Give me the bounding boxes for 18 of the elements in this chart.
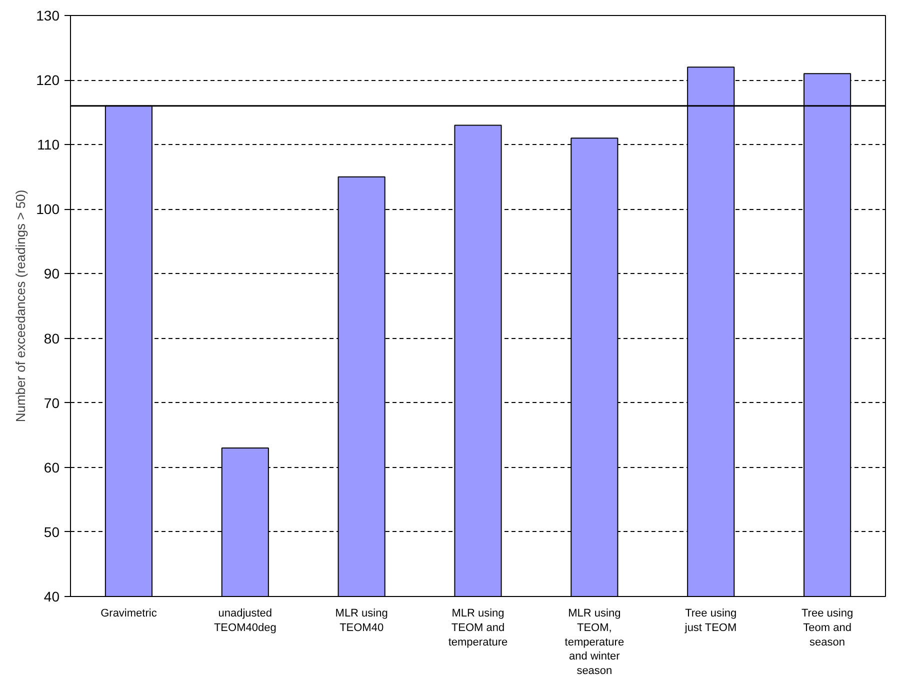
y-tick-label: 70 — [44, 394, 60, 411]
x-tick-label: MLR using TEOM and temperature — [448, 608, 508, 648]
x-tick-label: Tree using Teom and season — [802, 608, 854, 648]
y-tick-label: 130 — [36, 8, 60, 24]
y-tick-label: 50 — [44, 524, 60, 540]
y-axis-title: Number of exceedances (readings > 50) — [13, 190, 28, 422]
x-tick-label: unadjusted TEOM40deg — [214, 608, 276, 634]
y-tick-label: 60 — [44, 459, 60, 476]
y-tick-label: 110 — [37, 136, 60, 153]
y-tick-label: 100 — [36, 201, 60, 218]
y-tick-label: 90 — [44, 266, 60, 282]
y-tick-label: 80 — [44, 330, 60, 346]
x-tick-label: MLR using TEOM40 — [335, 608, 388, 634]
x-tick-label: MLR using TEOM, temperature and winter season — [564, 608, 624, 678]
x-tick-label: Gravimetric — [100, 608, 158, 620]
y-tick-label: 120 — [36, 72, 60, 88]
x-tick-label: Tree using just TEOM — [684, 608, 737, 634]
y-tick-label: 40 — [44, 588, 60, 604]
